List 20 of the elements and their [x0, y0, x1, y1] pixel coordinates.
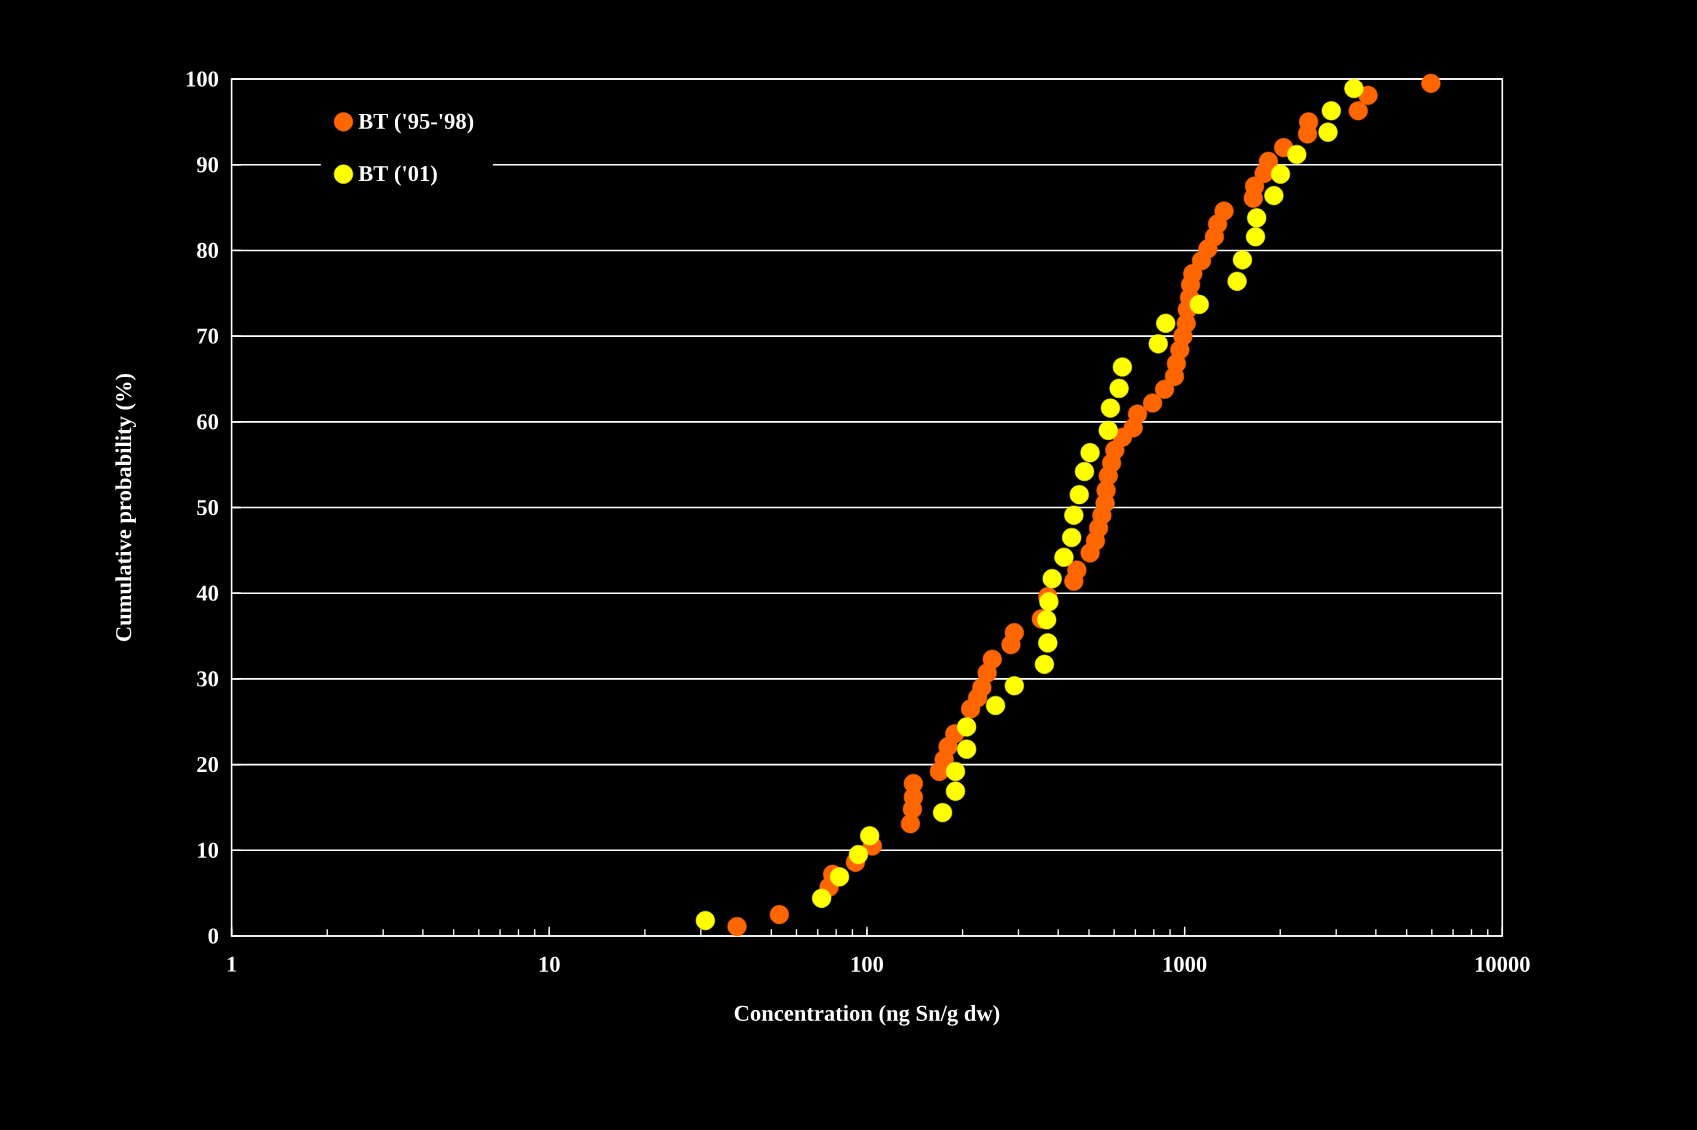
x-tick-label: 10000 — [1475, 956, 1530, 972]
y-tick-label: 80 — [197, 242, 219, 259]
y-tick-label: 100 — [186, 71, 219, 87]
x-tick-label: 10 — [539, 956, 560, 972]
legend-label: BT ('95-'98) — [358, 113, 474, 134]
y-tick-label: 30 — [197, 671, 219, 687]
y-tick-label: 50 — [197, 499, 219, 516]
y-tick-label: 60 — [197, 414, 219, 430]
y-tick-label: 10 — [198, 842, 219, 858]
y-tick-label: 40 — [196, 585, 219, 601]
y-tick-label: 20 — [197, 756, 219, 773]
y-tick-label: 70 — [197, 328, 219, 344]
legend-label: BT ('01) — [358, 165, 437, 186]
x-tick-label: 100 — [851, 956, 884, 972]
y-axis-title: Cumulative probability (%) — [115, 373, 136, 642]
y-tick-label: 90 — [196, 157, 219, 173]
y-tick-label: 0 — [208, 928, 219, 944]
x-tick-label: 1 — [227, 956, 237, 972]
x-tick-label: 1000 — [1163, 956, 1207, 972]
x-axis-title: Concentration (ng Sn/g dw) — [734, 1005, 1000, 1026]
